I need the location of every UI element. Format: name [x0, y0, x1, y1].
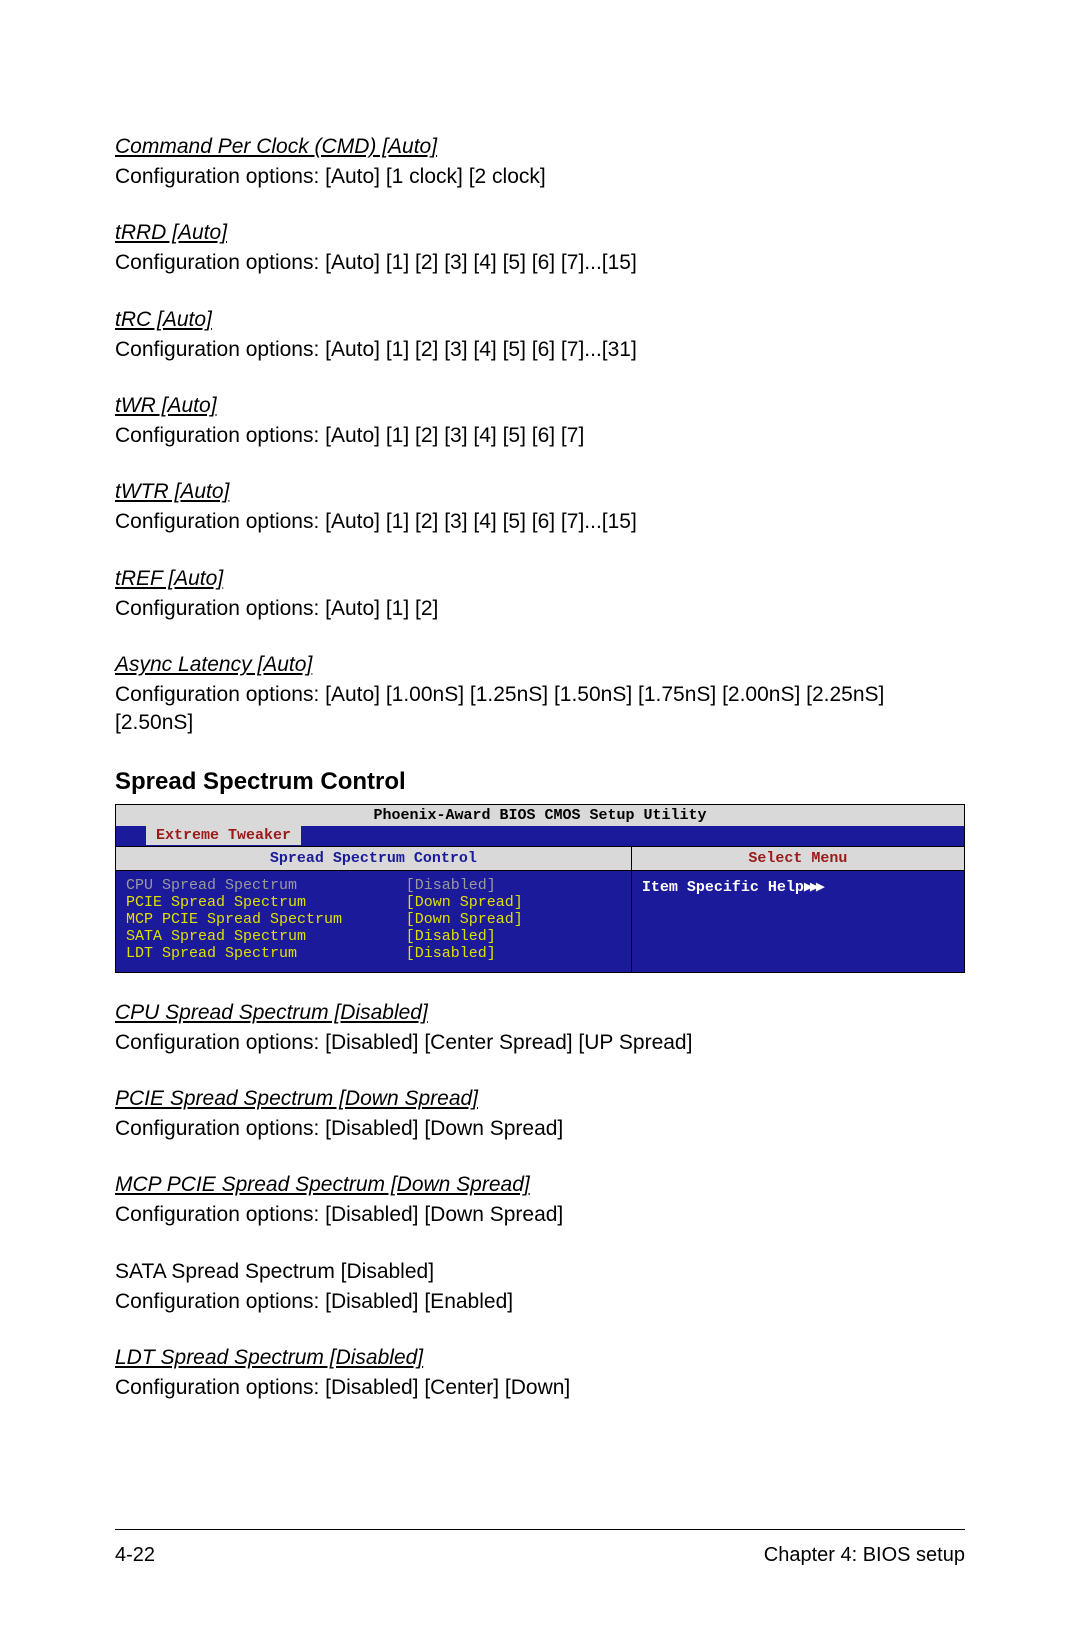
- option-desc: Configuration options: [Auto] [1] [2]: [115, 595, 965, 623]
- option-title: MCP PCIE Spread Spectrum [Down Spread]: [115, 1173, 965, 1197]
- config-option: PCIE Spread Spectrum [Down Spread] Config…: [115, 1087, 965, 1143]
- option-desc: Configuration options: [Disabled] [Cente…: [115, 1374, 965, 1402]
- option-title: tWTR [Auto]: [115, 480, 965, 504]
- section-heading: Spread Spectrum Control: [115, 768, 965, 796]
- page-content: Command Per Clock (CMD) [Auto] Configurat…: [115, 135, 965, 1402]
- config-option: Command Per Clock (CMD) [Auto] Configurat…: [115, 135, 965, 191]
- bios-setting-value: [Disabled]: [406, 945, 621, 962]
- page-footer: 4-22 Chapter 4: BIOS setup: [115, 1529, 965, 1567]
- bios-left-panel: Spread Spectrum Control CPU Spread Spect…: [116, 847, 632, 972]
- option-desc: Configuration options: [Auto] [1] [2] [3…: [115, 422, 965, 450]
- bios-setting-label: LDT Spread Spectrum: [126, 945, 406, 962]
- option-title: tREF [Auto]: [115, 567, 965, 591]
- option-title: Command Per Clock (CMD) [Auto]: [115, 135, 965, 159]
- bios-setting-row[interactable]: LDT Spread Spectrum[Disabled]: [126, 945, 621, 962]
- config-option: tREF [Auto] Configuration options: [Auto]…: [115, 567, 965, 623]
- option-desc: Configuration options: [Disabled] [Enabl…: [115, 1288, 965, 1316]
- option-title: Async Latency [Auto]: [115, 653, 965, 677]
- option-title: tWR [Auto]: [115, 394, 965, 418]
- config-option: Async Latency [Auto] Configuration option…: [115, 653, 965, 738]
- bios-setting-row[interactable]: MCP PCIE Spread Spectrum[Down Spread]: [126, 911, 621, 928]
- config-option: MCP PCIE Spread Spectrum [Down Spread] Co…: [115, 1173, 965, 1229]
- option-desc: Configuration options: [Auto] [1 clock] …: [115, 163, 965, 191]
- option-desc: Configuration options: [Disabled] [Cente…: [115, 1029, 965, 1057]
- bios-setting-label: SATA Spread Spectrum: [126, 928, 406, 945]
- bios-setting-row[interactable]: CPU Spread Spectrum[Disabled]: [126, 877, 621, 894]
- bios-left-header: Spread Spectrum Control: [116, 847, 631, 871]
- bios-help-text: Item Specific Help▶▶▶: [632, 871, 964, 902]
- option-desc: Configuration options: [Auto] [1.00nS] […: [115, 681, 965, 738]
- option-title: PCIE Spread Spectrum [Down Spread]: [115, 1087, 965, 1111]
- config-option: tWR [Auto] Configuration options: [Auto] …: [115, 394, 965, 450]
- config-option: CPU Spread Spectrum [Disabled] Configurat…: [115, 1001, 965, 1057]
- config-option: tRRD [Auto] Configuration options: [Auto]…: [115, 221, 965, 277]
- bios-setting-row[interactable]: SATA Spread Spectrum[Disabled]: [126, 928, 621, 945]
- option-desc: Configuration options: [Auto] [1] [2] [3…: [115, 336, 965, 364]
- chapter-label: Chapter 4: BIOS setup: [764, 1544, 965, 1567]
- option-desc: Configuration options: [Auto] [1] [2] [3…: [115, 249, 965, 277]
- bios-setting-value: [Disabled]: [406, 877, 621, 894]
- option-title: tRRD [Auto]: [115, 221, 965, 245]
- arrow-right-icon: ▶▶▶: [804, 879, 822, 896]
- bios-setting-label: MCP PCIE Spread Spectrum: [126, 911, 406, 928]
- bios-setting-value: [Down Spread]: [406, 911, 621, 928]
- bios-title: Phoenix-Award BIOS CMOS Setup Utility: [116, 805, 964, 826]
- config-option: SATA Spread Spectrum [Disabled] Configura…: [115, 1260, 965, 1316]
- option-title: CPU Spread Spectrum [Disabled]: [115, 1001, 965, 1025]
- config-option: LDT Spread Spectrum [Disabled] Configurat…: [115, 1346, 965, 1402]
- bios-setting-value: [Down Spread]: [406, 894, 621, 911]
- page-number: 4-22: [115, 1544, 155, 1567]
- bios-setting-label: CPU Spread Spectrum: [126, 877, 406, 894]
- option-title: LDT Spread Spectrum [Disabled]: [115, 1346, 965, 1370]
- bios-setting-value: [Disabled]: [406, 928, 621, 945]
- bios-tab: Extreme Tweaker: [146, 826, 301, 845]
- bios-setting-row[interactable]: PCIE Spread Spectrum[Down Spread]: [126, 894, 621, 911]
- bios-screenshot: Phoenix-Award BIOS CMOS Setup Utility Ex…: [115, 804, 965, 973]
- bios-setting-label: PCIE Spread Spectrum: [126, 894, 406, 911]
- bios-right-panel: Select Menu Item Specific Help▶▶▶: [632, 847, 964, 972]
- option-desc: Configuration options: [Disabled] [Down …: [115, 1115, 965, 1143]
- option-title: tRC [Auto]: [115, 308, 965, 332]
- bios-tab-row: Extreme Tweaker: [116, 826, 964, 846]
- bios-right-header: Select Menu: [632, 847, 964, 871]
- config-option: tWTR [Auto] Configuration options: [Auto]…: [115, 480, 965, 536]
- option-desc: Configuration options: [Disabled] [Down …: [115, 1201, 965, 1229]
- option-desc: Configuration options: [Auto] [1] [2] [3…: [115, 508, 965, 536]
- option-title: SATA Spread Spectrum [Disabled]: [115, 1260, 965, 1284]
- config-option: tRC [Auto] Configuration options: [Auto] …: [115, 308, 965, 364]
